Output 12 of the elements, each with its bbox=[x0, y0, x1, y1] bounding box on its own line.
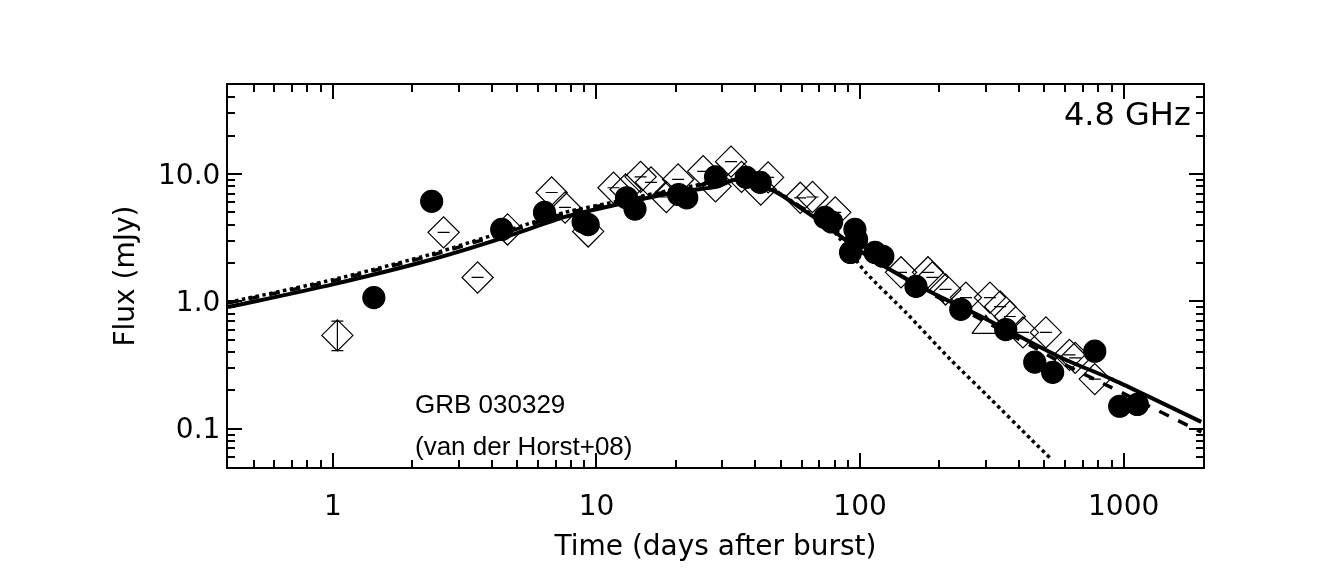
x-tick-label: 1 bbox=[323, 488, 342, 522]
annotation: GRB 030329 bbox=[415, 389, 566, 419]
y-axis-title: Flux (mJy) bbox=[108, 205, 142, 347]
y-tick-label: 1.0 bbox=[175, 285, 221, 319]
annotation: 4.8 GHz bbox=[1064, 95, 1191, 133]
x-axis-title: Time (days after burst) bbox=[553, 529, 877, 563]
y-tick-label: 10.0 bbox=[158, 157, 221, 191]
x-tick-label: 1000 bbox=[1088, 488, 1160, 522]
x-tick-label: 10 bbox=[578, 488, 615, 522]
y-tick-label: 0.1 bbox=[175, 412, 221, 446]
x-tick-label: 100 bbox=[833, 488, 887, 522]
annotation: (van der Horst+08) bbox=[415, 431, 633, 461]
